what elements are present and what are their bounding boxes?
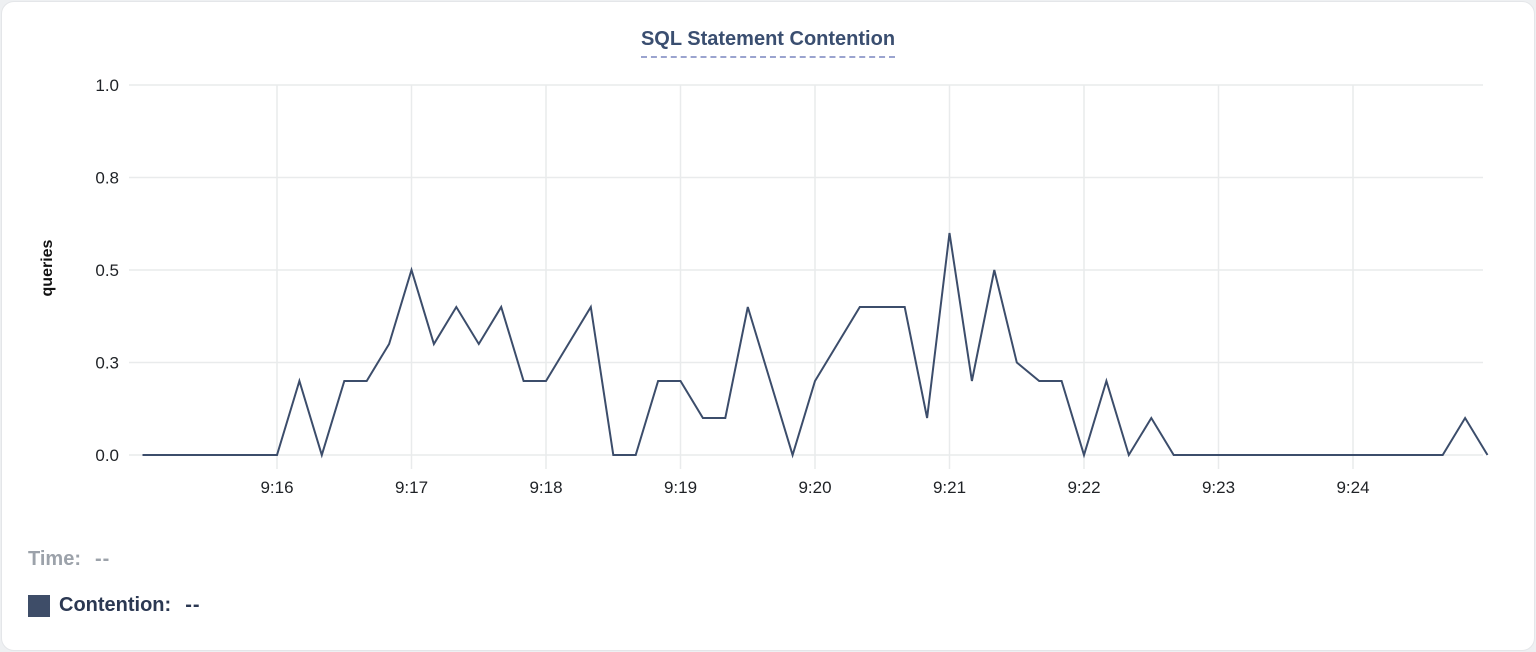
x-tick-label: 9:22 [1067,478,1100,497]
chart-title[interactable]: SQL Statement Contention [640,28,896,58]
x-tick-label: 9:20 [798,478,831,497]
y-axis-title: queries [39,239,56,297]
y-tick-label: 0.0 [95,446,119,465]
chart-header: SQL Statement Contention [2,28,1534,58]
x-tick-label: 9:21 [933,478,966,497]
x-tick-label: 9:19 [664,478,697,497]
contention-legend-item: Contention: -- [28,594,201,617]
contention-legend-label: Contention: [59,594,172,616]
x-tick-label: 9:24 [1336,478,1369,497]
x-tick-label: 9:23 [1202,478,1235,497]
contention-readout-value: -- [185,594,201,616]
x-tick-label: 9:16 [260,478,293,497]
time-readout: Time: -- [28,548,110,571]
y-tick-label: 0.8 [95,169,119,188]
x-tick-label: 9:18 [529,478,562,497]
y-tick-label: 1.0 [95,76,119,95]
time-readout-value: -- [94,548,111,570]
y-tick-label: 0.3 [95,354,119,373]
time-readout-label: Time: [28,548,81,570]
contention-series-line [142,232,1489,459]
x-tick-label: 9:17 [395,478,428,497]
contention-legend-swatch [28,594,50,617]
y-tick-label: 0.5 [95,261,119,280]
